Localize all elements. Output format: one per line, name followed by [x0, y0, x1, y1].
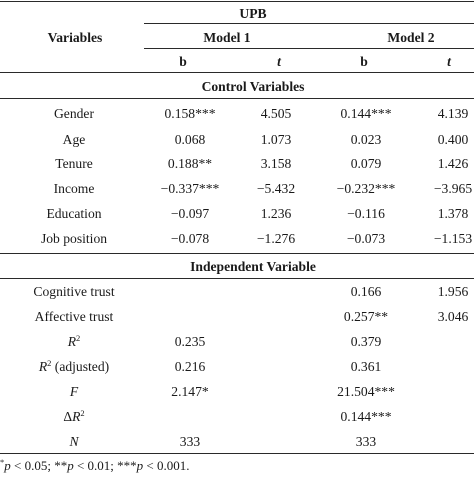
upb-rule [144, 23, 474, 24]
cell-b2: −0.116 [347, 206, 385, 221]
cell-t1: −5.432 [256, 181, 296, 196]
stat-label-delta-r2: ΔR2 [63, 408, 85, 424]
cell-t2: 3.046 [437, 309, 469, 324]
cell-r2-m2: 0.379 [350, 334, 382, 349]
cell-t1: 4.505 [260, 106, 292, 121]
cell-b1: 0.068 [174, 132, 206, 147]
stat-label-f: F [69, 384, 79, 399]
cell-r2adj-m2: 0.361 [350, 359, 382, 374]
cell-b2: −0.073 [346, 231, 386, 246]
stat-label-r2: R2 [67, 333, 81, 349]
footnote: *p < 0.05; **p < 0.01; ***p < 0.001. [0, 457, 190, 473]
row-var: Gender [53, 106, 95, 121]
cell-f-m2: 21.504*** [337, 384, 395, 399]
cell-b1: −0.337*** [160, 181, 220, 196]
cell-t2: −3.965 [433, 181, 473, 196]
row-var: Job position [40, 231, 108, 246]
cell-t1: 1.073 [260, 132, 292, 147]
bottom-rule [0, 453, 474, 454]
cell-r2adj-m1: 0.216 [174, 359, 206, 374]
b1-header: b [179, 54, 187, 69]
cell-n-m2: 333 [355, 434, 377, 449]
cell-t1: 3.158 [260, 156, 292, 171]
cell-b1: 0.158*** [164, 106, 216, 121]
control-section-rule [0, 98, 474, 99]
cell-r2-m1: 0.235 [174, 334, 206, 349]
stat-label-n: N [69, 434, 79, 449]
row-var: Income [53, 181, 95, 196]
cell-dr2-m2: 0.144*** [340, 409, 392, 424]
header-bottom-rule [0, 72, 474, 73]
t1-header: t [277, 54, 281, 69]
row-var: Tenure [55, 156, 93, 171]
cell-t2: 1.378 [437, 206, 469, 221]
cell-b2: 0.144*** [340, 106, 392, 121]
t2-header: t [447, 54, 451, 69]
cell-b2: 0.166 [350, 284, 382, 299]
cell-b1: −0.097 [170, 206, 210, 221]
stat-label-r2-adjusted: R2 (adjusted) [38, 358, 110, 374]
cell-b1: −0.078 [170, 231, 210, 246]
control-bottom-rule [0, 253, 474, 254]
section-control: Control Variables [201, 79, 305, 94]
cell-t2: 1.956 [437, 284, 469, 299]
cell-b2: −0.232*** [336, 181, 396, 196]
cell-t2: −1.153 [433, 231, 473, 246]
variables-header: Variables [47, 30, 103, 45]
cell-b2: 0.023 [350, 132, 382, 147]
cell-t2: 0.400 [437, 132, 469, 147]
independent-section-rule [0, 278, 474, 279]
cell-b2: 0.257** [343, 309, 389, 324]
cell-t2: 4.139 [437, 106, 469, 121]
cell-f-m1: 2.147* [171, 384, 209, 399]
model-rule [144, 48, 474, 49]
cell-t1: 1.236 [260, 206, 292, 221]
row-var: Age [62, 132, 86, 147]
row-var: Cognitive trust [33, 284, 115, 299]
cell-t2: 1.426 [437, 156, 469, 171]
upb-header: UPB [239, 6, 267, 21]
b2-header: b [360, 54, 368, 69]
top-rule [0, 1, 474, 2]
model1-header: Model 1 [203, 30, 251, 45]
section-independent: Independent Variable [190, 259, 316, 274]
cell-b1: 0.188** [167, 156, 213, 171]
cell-t1: −1.276 [256, 231, 296, 246]
row-var: Affective trust [34, 309, 114, 324]
row-var: Education [46, 206, 102, 221]
cell-b2: 0.079 [350, 156, 382, 171]
model2-header: Model 2 [387, 30, 435, 45]
cell-n-m1: 333 [179, 434, 201, 449]
